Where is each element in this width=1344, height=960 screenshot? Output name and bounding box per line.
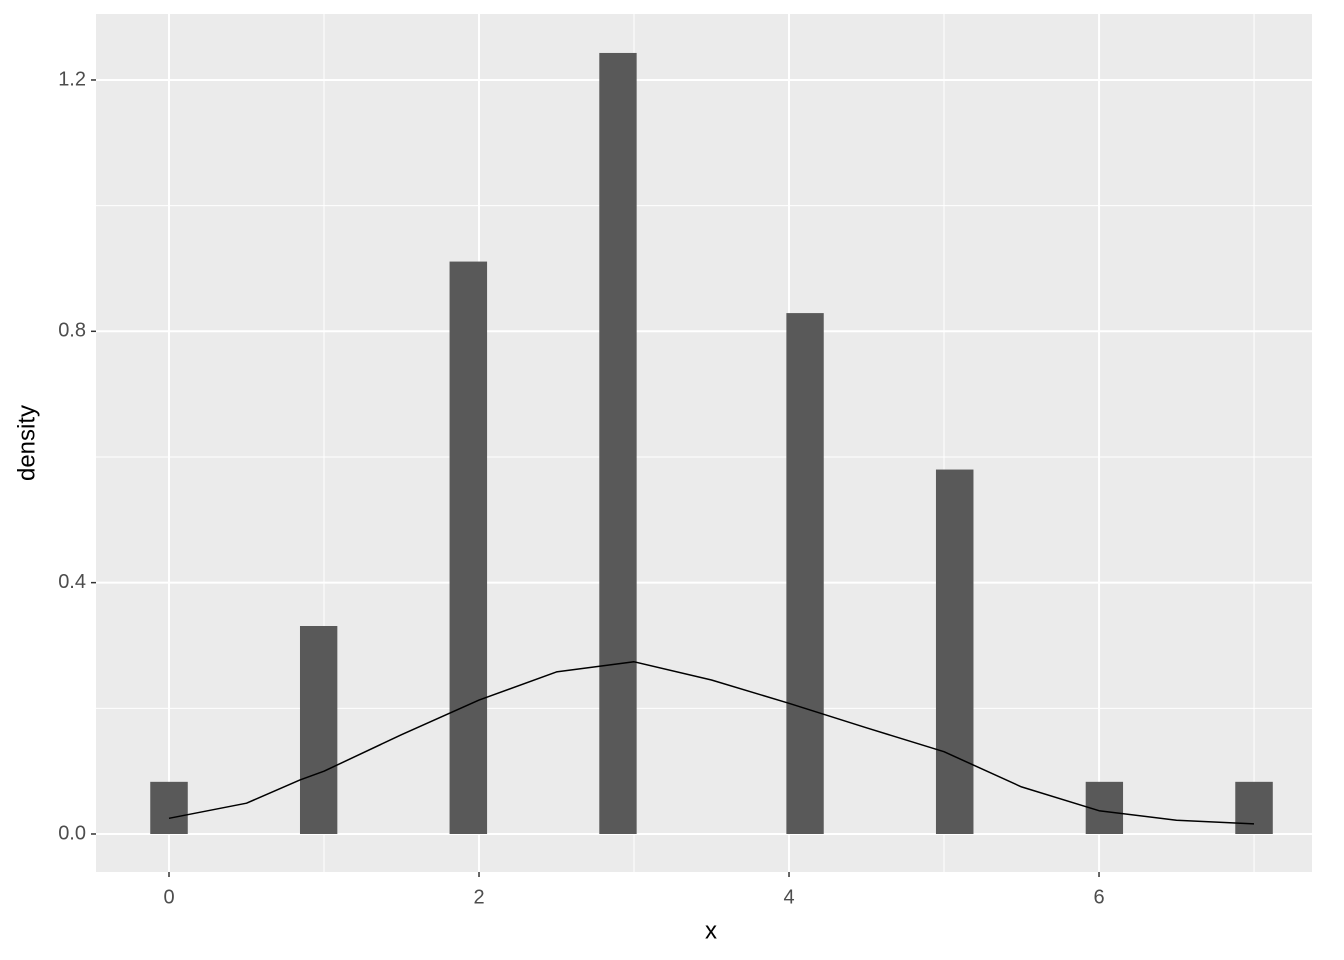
y-tick-label: 0.0 [58,822,86,844]
y-tick-label: 1.2 [58,68,86,90]
bar [150,781,188,834]
bar [1235,781,1273,834]
x-axis-title: x [705,917,717,944]
y-axis-title: density [13,405,40,481]
panel [96,14,1312,872]
bar [449,261,488,834]
x-tick-label: 0 [163,886,174,908]
bar [599,52,637,834]
bar [935,469,974,834]
x-tick-label: 4 [783,886,794,908]
density-line [168,661,1255,825]
bar [786,313,824,834]
bar [299,626,338,834]
y-tick-label: 0.8 [58,320,86,342]
x-tick-label: 6 [1093,886,1104,908]
y-tick-label: 0.4 [58,571,86,593]
x-tick-label: 2 [473,886,484,908]
